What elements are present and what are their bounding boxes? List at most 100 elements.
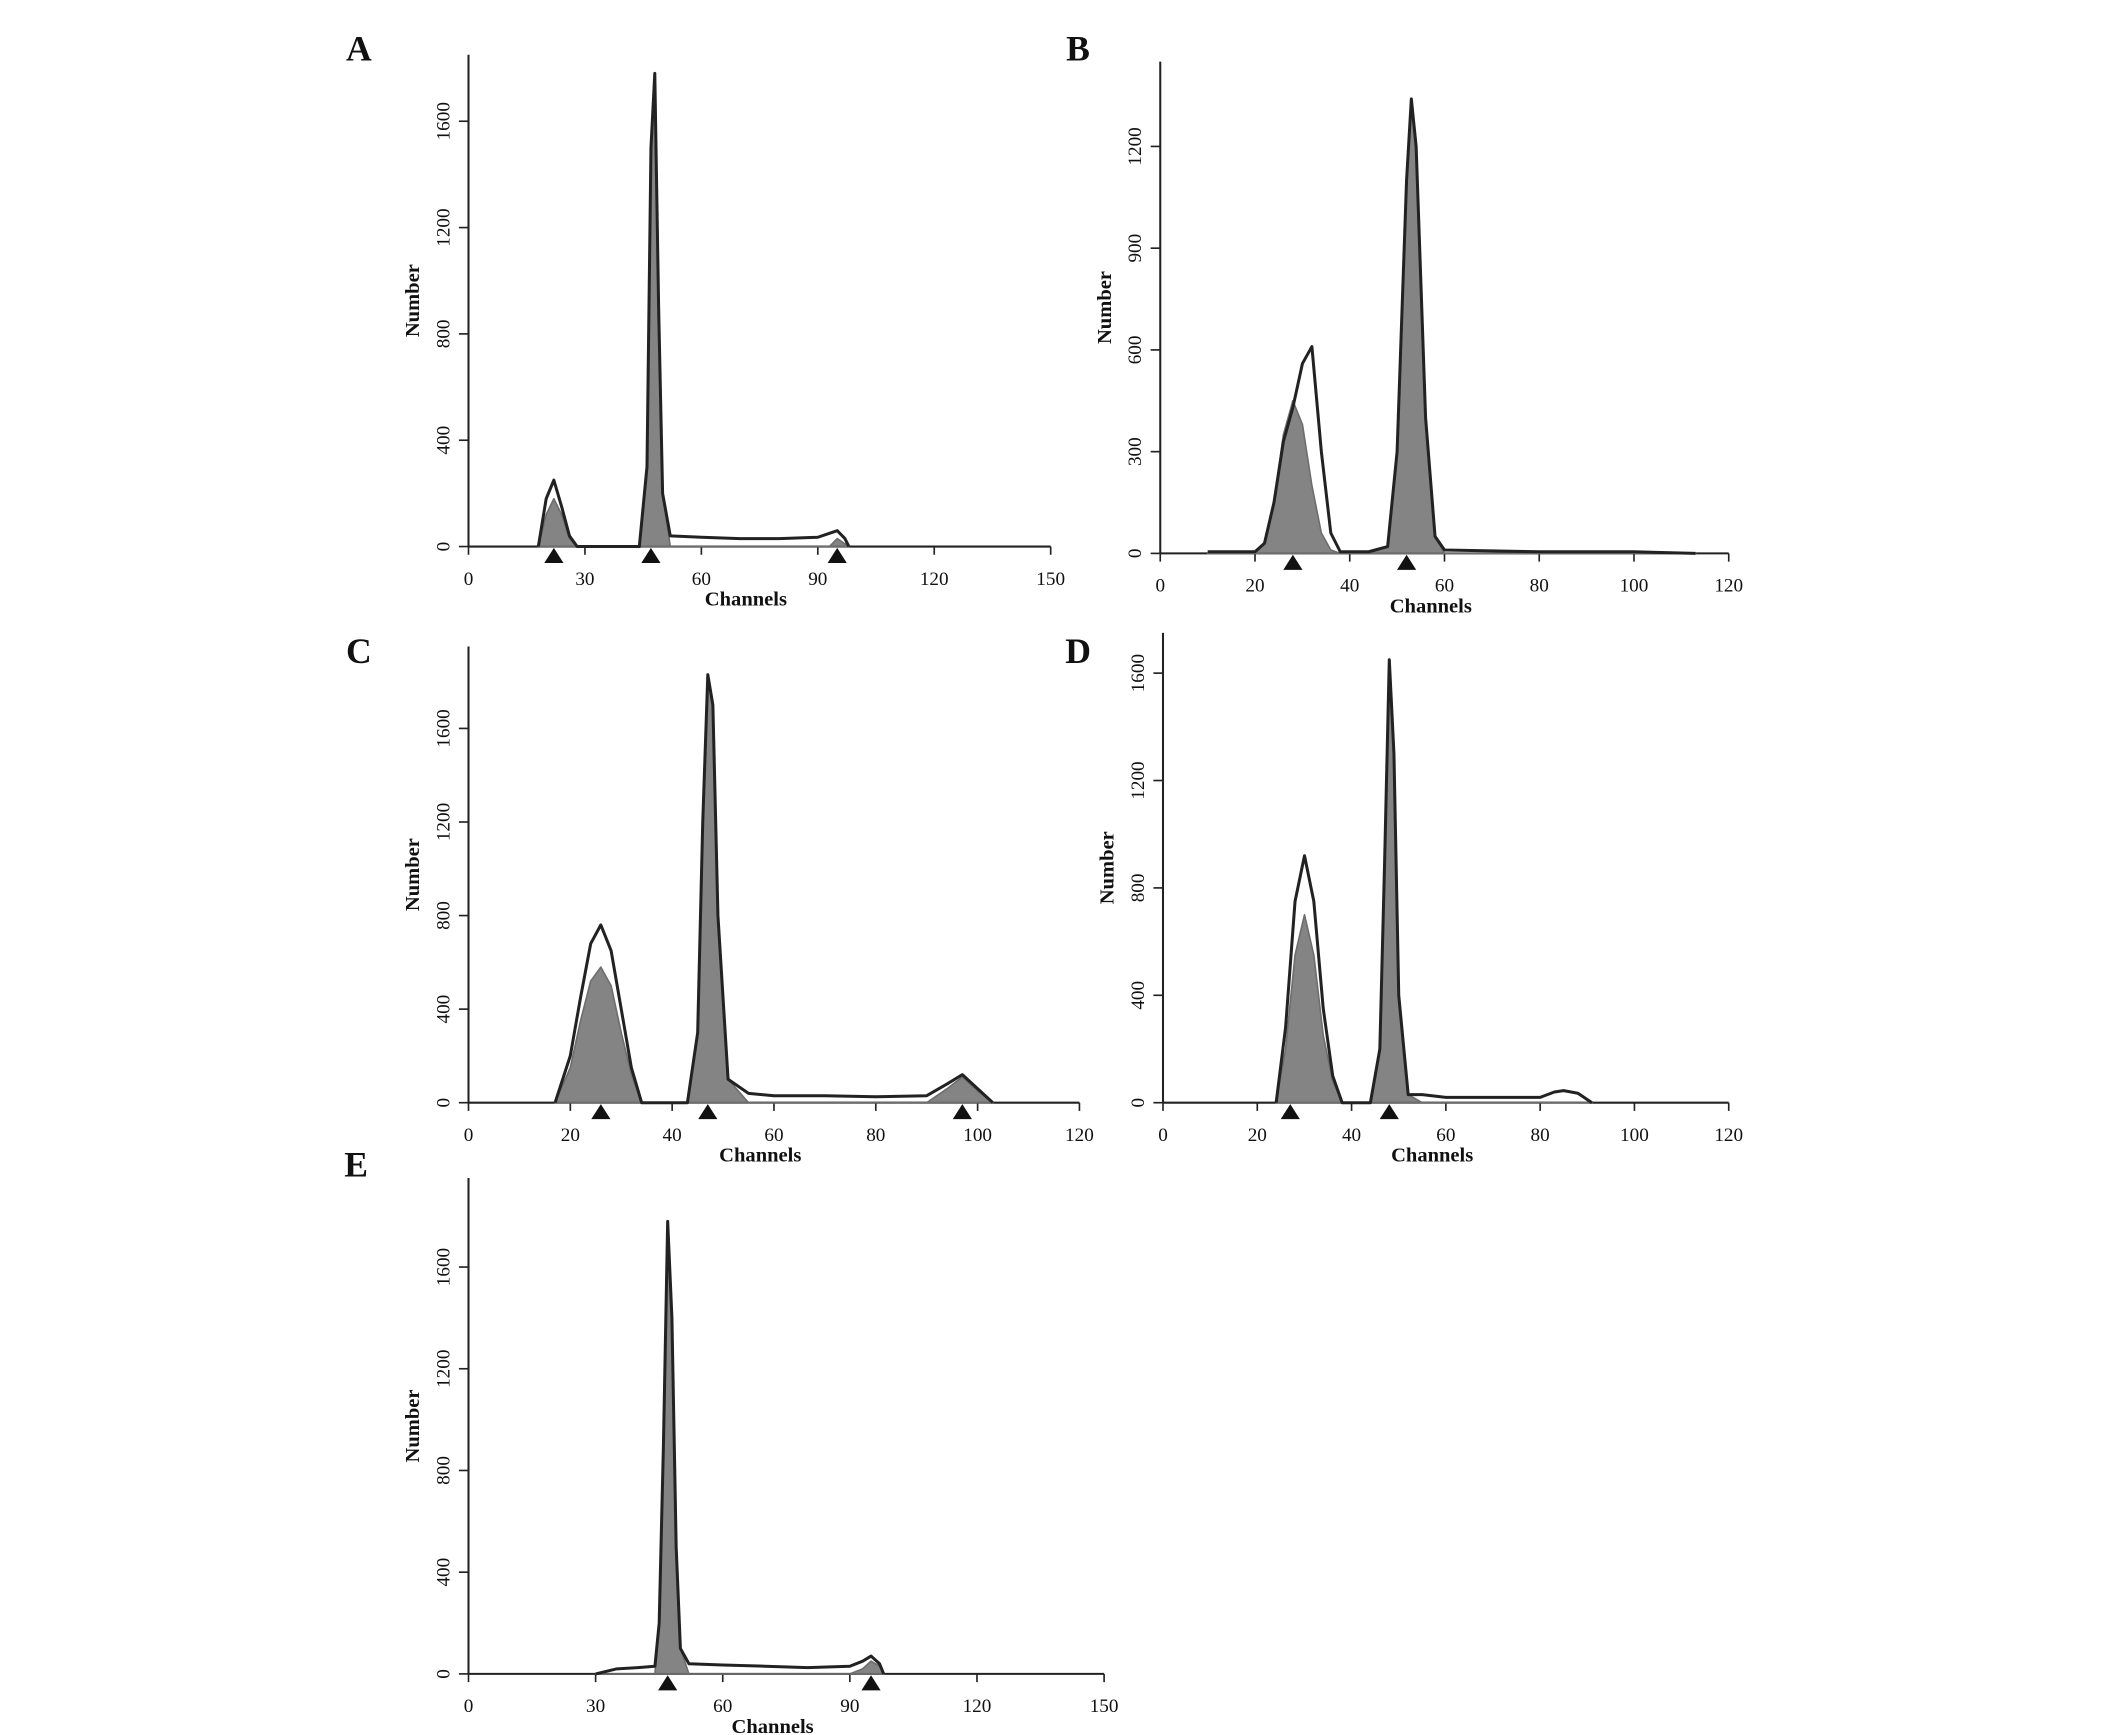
y-tick-label: 400 <box>1128 981 1149 1010</box>
y-tick-label: 1600 <box>433 102 454 140</box>
y-tick-label: 800 <box>433 320 454 349</box>
peak-marker <box>641 547 661 563</box>
histogram-area <box>554 673 994 1104</box>
panel-label: D <box>1065 631 1091 671</box>
peak-marker <box>1397 554 1417 570</box>
x-tick-label: 20 <box>561 1125 580 1146</box>
peak-marker <box>544 547 564 563</box>
y-tick-label: 800 <box>433 901 454 930</box>
panel-label: C <box>346 631 372 671</box>
histogram-area <box>537 72 850 548</box>
y-tick-label: 400 <box>433 1558 454 1587</box>
histogram-outline <box>553 673 994 1105</box>
panel: B 0 300 600 900 1200 0 20 40 60 80 100 120 Channels Nu… <box>1066 28 1743 617</box>
histogram-area <box>594 1220 885 1675</box>
panel: A 0 400 800 1200 1600 0 30 60 90 120 150 Channels Num… <box>346 28 1065 610</box>
y-axis-label: Number <box>402 1389 424 1462</box>
x-tick-label: 80 <box>866 1125 885 1146</box>
peak-marker <box>591 1104 611 1120</box>
x-tick-label: 100 <box>963 1125 992 1146</box>
y-tick-label: 400 <box>433 426 454 455</box>
y-tick-label: 1200 <box>433 803 454 841</box>
x-tick-label: 80 <box>1530 576 1549 597</box>
x-tick-label: 120 <box>1714 576 1743 597</box>
peak-marker <box>861 1675 881 1691</box>
x-tick-label: 150 <box>1090 1696 1119 1717</box>
x-tick-label: 40 <box>663 1125 682 1146</box>
x-tick-label: 100 <box>1620 1125 1649 1146</box>
x-tick-label: 80 <box>1531 1125 1550 1146</box>
x-tick-label: 40 <box>1340 576 1359 597</box>
y-tick-label: 1200 <box>1125 127 1146 165</box>
peak-marker <box>1280 1104 1300 1120</box>
x-tick-label: 120 <box>963 1696 992 1717</box>
x-tick-label: 60 <box>764 1125 783 1146</box>
x-axis-label: Channels <box>1390 595 1472 617</box>
y-tick-label: 0 <box>1128 1098 1149 1108</box>
x-tick-label: 100 <box>1620 576 1649 597</box>
panel-label: B <box>1066 28 1090 68</box>
peak-marker <box>827 547 847 563</box>
y-tick-label: 1600 <box>433 1248 454 1286</box>
peak-marker <box>658 1675 678 1691</box>
x-tick-label: 60 <box>1436 1125 1455 1146</box>
x-tick-label: 30 <box>586 1696 605 1717</box>
y-tick-label: 300 <box>1125 437 1146 466</box>
y-tick-label: 800 <box>433 1456 454 1485</box>
x-axis-label: Channels <box>1391 1145 1473 1167</box>
y-tick-label: 1600 <box>1128 654 1149 692</box>
y-tick-label: 600 <box>1125 336 1146 365</box>
x-tick-label: 0 <box>464 1696 474 1717</box>
x-tick-label: 20 <box>1245 576 1264 597</box>
y-tick-label: 900 <box>1125 234 1146 263</box>
histogram-outline <box>1207 97 1696 555</box>
x-tick-label: 60 <box>713 1696 732 1717</box>
y-tick-label: 800 <box>1128 874 1149 903</box>
x-tick-label: 120 <box>1065 1125 1094 1146</box>
x-tick-label: 120 <box>1714 1125 1743 1146</box>
peak-marker <box>698 1104 718 1120</box>
y-axis-label: Number <box>1094 271 1116 344</box>
x-tick-label: 20 <box>1248 1125 1267 1146</box>
y-axis-label: Number <box>402 838 424 911</box>
x-tick-label: 150 <box>1036 569 1065 590</box>
histogram-outline <box>595 1219 886 1676</box>
x-tick-label: 30 <box>575 569 594 590</box>
y-axis-label: Number <box>402 264 424 337</box>
x-axis-label: Channels <box>705 588 787 610</box>
y-tick-label: 0 <box>433 1669 454 1679</box>
y-tick-label: 0 <box>433 542 454 552</box>
histogram-area <box>1206 104 1697 555</box>
x-tick-label: 60 <box>1435 576 1454 597</box>
y-tick-label: 400 <box>433 995 454 1024</box>
x-tick-label: 60 <box>692 569 711 590</box>
x-tick-label: 0 <box>1158 1125 1168 1146</box>
x-tick-label: 0 <box>1155 576 1165 597</box>
histogram-area <box>1275 658 1593 1104</box>
x-tick-label: 0 <box>464 569 474 590</box>
x-tick-label: 40 <box>1342 1125 1361 1146</box>
panel: C 0 400 800 1200 1600 0 20 40 60 80 100 120 Channels N… <box>346 631 1094 1167</box>
peak-marker <box>1283 554 1303 570</box>
panel: E 0 400 800 1200 1600 0 30 60 90 120 150 Channels Num… <box>344 1145 1118 1735</box>
x-tick-label: 120 <box>920 569 949 590</box>
x-axis-label: Channels <box>719 1145 801 1167</box>
y-tick-label: 0 <box>1125 549 1146 559</box>
y-tick-label: 1200 <box>433 208 454 246</box>
y-tick-label: 0 <box>433 1098 454 1108</box>
peak-marker <box>952 1104 972 1120</box>
x-axis-label: Channels <box>732 1716 814 1735</box>
y-axis-label: Number <box>1097 831 1119 904</box>
panel: D 0 400 800 1200 1600 0 20 40 60 80 100 120 Channels N… <box>1065 631 1743 1167</box>
x-tick-label: 90 <box>808 569 827 590</box>
y-tick-label: 1200 <box>1128 761 1149 799</box>
peak-marker <box>1379 1104 1399 1120</box>
histogram-outline <box>1274 658 1593 1105</box>
panel-label: A <box>346 28 372 68</box>
panel-label: E <box>344 1145 368 1185</box>
x-tick-label: 90 <box>840 1696 859 1717</box>
x-tick-label: 0 <box>464 1125 474 1146</box>
histogram-outline <box>536 71 851 549</box>
